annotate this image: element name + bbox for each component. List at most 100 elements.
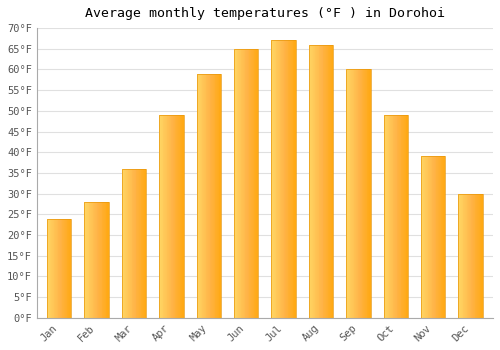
- Bar: [51, 218, 52, 318]
- Bar: [160, 115, 184, 318]
- Bar: [108, 202, 109, 318]
- Bar: [164, 115, 165, 318]
- Bar: [294, 41, 295, 318]
- Bar: [107, 202, 108, 318]
- Bar: [144, 169, 146, 318]
- Bar: [178, 115, 179, 318]
- Bar: [328, 44, 329, 318]
- Bar: [477, 194, 478, 318]
- Bar: [102, 202, 103, 318]
- Bar: [247, 49, 248, 318]
- Bar: [472, 194, 473, 318]
- Bar: [196, 74, 198, 318]
- Bar: [124, 169, 125, 318]
- Bar: [466, 194, 468, 318]
- Bar: [429, 156, 430, 318]
- Bar: [464, 194, 465, 318]
- Bar: [321, 44, 322, 318]
- Bar: [131, 169, 132, 318]
- Bar: [272, 41, 296, 318]
- Bar: [326, 44, 328, 318]
- Bar: [178, 115, 180, 318]
- Bar: [329, 44, 330, 318]
- Bar: [279, 41, 280, 318]
- Bar: [400, 115, 402, 318]
- Bar: [285, 41, 286, 318]
- Bar: [462, 194, 464, 318]
- Bar: [244, 49, 246, 318]
- Bar: [140, 169, 141, 318]
- Bar: [313, 44, 314, 318]
- Bar: [176, 115, 177, 318]
- Bar: [122, 169, 146, 318]
- Bar: [287, 41, 288, 318]
- Bar: [281, 41, 282, 318]
- Bar: [440, 156, 442, 318]
- Bar: [252, 49, 253, 318]
- Bar: [322, 44, 324, 318]
- Bar: [481, 194, 482, 318]
- Bar: [200, 74, 201, 318]
- Bar: [174, 115, 176, 318]
- Bar: [364, 69, 365, 318]
- Bar: [122, 169, 123, 318]
- Bar: [395, 115, 396, 318]
- Bar: [325, 44, 326, 318]
- Bar: [208, 74, 209, 318]
- Bar: [316, 44, 317, 318]
- Bar: [243, 49, 244, 318]
- Bar: [435, 156, 436, 318]
- Bar: [206, 74, 208, 318]
- Bar: [431, 156, 432, 318]
- Bar: [214, 74, 216, 318]
- Bar: [213, 74, 214, 318]
- Bar: [198, 74, 199, 318]
- Bar: [96, 202, 98, 318]
- Bar: [433, 156, 434, 318]
- Bar: [458, 194, 460, 318]
- Bar: [161, 115, 162, 318]
- Bar: [469, 194, 470, 318]
- Bar: [48, 218, 50, 318]
- Bar: [129, 169, 130, 318]
- Bar: [434, 156, 435, 318]
- Bar: [182, 115, 183, 318]
- Bar: [173, 115, 174, 318]
- Bar: [234, 49, 258, 318]
- Bar: [396, 115, 398, 318]
- Bar: [122, 169, 124, 318]
- Bar: [290, 41, 291, 318]
- Bar: [391, 115, 392, 318]
- Bar: [273, 41, 274, 318]
- Bar: [135, 169, 136, 318]
- Bar: [318, 44, 320, 318]
- Bar: [69, 218, 70, 318]
- Bar: [312, 44, 313, 318]
- Bar: [439, 156, 440, 318]
- Bar: [88, 202, 90, 318]
- Bar: [50, 218, 51, 318]
- Bar: [250, 49, 251, 318]
- Bar: [99, 202, 100, 318]
- Bar: [95, 202, 96, 318]
- Bar: [58, 218, 59, 318]
- Bar: [235, 49, 236, 318]
- Bar: [209, 74, 210, 318]
- Bar: [438, 156, 439, 318]
- Bar: [392, 115, 394, 318]
- Bar: [402, 115, 403, 318]
- Bar: [390, 115, 391, 318]
- Bar: [104, 202, 105, 318]
- Bar: [181, 115, 182, 318]
- Bar: [254, 49, 255, 318]
- Bar: [348, 69, 350, 318]
- Bar: [426, 156, 428, 318]
- Bar: [288, 41, 290, 318]
- Bar: [277, 41, 278, 318]
- Bar: [276, 41, 277, 318]
- Bar: [443, 156, 444, 318]
- Bar: [255, 49, 256, 318]
- Bar: [103, 202, 104, 318]
- Bar: [139, 169, 140, 318]
- Bar: [346, 69, 370, 318]
